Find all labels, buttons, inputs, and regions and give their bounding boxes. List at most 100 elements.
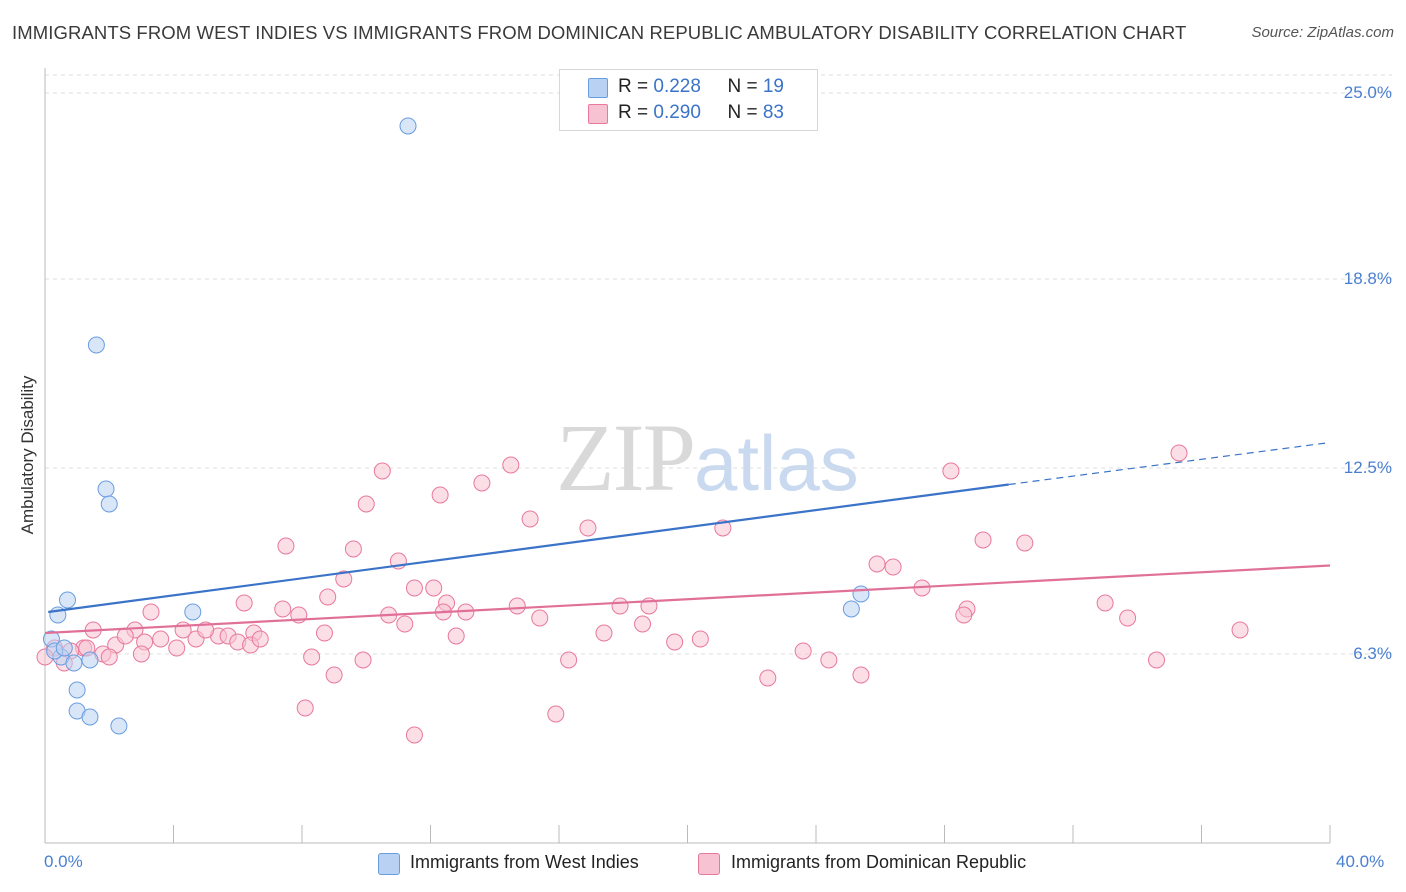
y-tick-label: 18.8%: [1343, 269, 1392, 288]
legend-n-value: 83: [762, 102, 784, 123]
dominican-republic-point: [277, 537, 295, 555]
bottom-legend-west-indies: Immigrants from West Indies: [410, 852, 639, 872]
dominican-republic-point: [611, 597, 629, 615]
west-indies-point: [81, 708, 99, 726]
dominican-republic-point: [502, 456, 520, 474]
dominican-republic-point: [296, 699, 314, 717]
dominican-republic-point: [508, 597, 526, 615]
y-tick-label: 6.3%: [1353, 644, 1392, 663]
watermark: ZIPatlas: [556, 402, 859, 513]
bottom-legend-swatch-west-indies: [378, 853, 400, 875]
dominican-republic-point: [955, 606, 973, 624]
legend-r-label: R =: [618, 102, 654, 123]
trend-lines: [44, 441, 1331, 635]
dominican-republic-point: [473, 474, 491, 492]
legend-r-value: 0.228: [653, 76, 701, 97]
dominican-republic-point: [1119, 609, 1137, 627]
dominican-republic-point: [373, 462, 391, 480]
chart-title: IMMIGRANTS FROM WEST INDIES VS IMMIGRANT…: [12, 22, 1187, 43]
west-indies-trend-line: [48, 483, 1009, 614]
legend-r-label: R =: [618, 76, 654, 97]
watermark-atlas: atlas: [694, 419, 859, 507]
legend-row-west-indies: R = 0.228 N = 19: [618, 76, 784, 98]
west-indies-point: [65, 654, 83, 672]
dominican-republic-point: [1170, 444, 1188, 462]
dominican-republic-point: [132, 645, 150, 663]
legend-r-value: 0.290: [653, 102, 701, 123]
x-tick-max: 40.0%: [1336, 852, 1385, 871]
grid-lines: [45, 74, 1392, 655]
dominican-republic-point: [274, 600, 292, 618]
dominican-republic-point: [325, 666, 343, 684]
dominican-republic-point: [357, 495, 375, 513]
dominican-republic-point: [884, 558, 902, 576]
dominican-republic-point: [100, 648, 118, 666]
y-tick-label: 12.5%: [1343, 458, 1392, 477]
west-indies-point: [68, 681, 86, 699]
dominican-republic-point: [974, 531, 992, 549]
dominican-republic-point: [666, 633, 684, 651]
west-indies-point: [184, 603, 202, 621]
dominican-republic-point: [942, 462, 960, 480]
y-tick-label: 25.0%: [1343, 83, 1392, 102]
dominican-republic-point: [425, 579, 443, 597]
dominican-republic-point: [152, 630, 170, 648]
dominican-republic-point: [547, 705, 565, 723]
dominican-republic-trend-line: [44, 564, 1331, 635]
dominican-republic-point: [691, 630, 709, 648]
west-indies-point: [55, 639, 73, 657]
dominican-republic-point: [303, 648, 321, 666]
dominican-republic-point: [168, 639, 186, 657]
dominican-republic-point: [431, 486, 449, 504]
axes: [44, 68, 1331, 844]
dominican-republic-point: [116, 627, 134, 645]
dominican-republic-point: [531, 609, 549, 627]
dominican-republic-point: [794, 642, 812, 660]
dominican-republic-point: [521, 510, 539, 528]
legend-n-label: N =: [727, 76, 763, 97]
dominican-republic-point: [142, 603, 160, 621]
bottom-legend-swatch-dominican-republic: [698, 853, 720, 875]
west-indies-point: [100, 495, 118, 513]
dominican-republic-point: [595, 624, 613, 642]
legend-n-value: 19: [762, 76, 784, 97]
dominican-republic-point: [405, 726, 423, 744]
dominican-republic-point: [197, 621, 215, 639]
bottom-legend-dominican-republic: Immigrants from Dominican Republic: [731, 852, 1027, 872]
y-axis-label: Ambulatory Disability: [18, 375, 37, 535]
west-indies-point: [87, 336, 105, 354]
legend: R = 0.228 N = 19 R = 0.290 N = 83: [559, 69, 818, 131]
west-indies-point: [842, 600, 860, 618]
west-indies-point: [81, 651, 99, 669]
series-dominican-republic: [36, 444, 1249, 744]
dominican-republic-point: [634, 615, 652, 633]
legend-row-dominican-republic: R = 0.290 N = 83: [618, 102, 784, 124]
west-indies-point: [97, 480, 115, 498]
west-indies-point: [110, 717, 128, 735]
west-indies-point: [852, 585, 870, 603]
dominican-republic-point: [852, 666, 870, 684]
dominican-republic-point: [319, 588, 337, 606]
west-indies-point: [399, 117, 417, 135]
dominican-republic-point: [251, 630, 269, 648]
dominican-republic-point: [1016, 534, 1034, 552]
dominican-republic-point: [335, 570, 353, 588]
dominican-republic-point: [560, 651, 578, 669]
legend-n-label: N =: [727, 102, 763, 123]
dominican-republic-point: [396, 615, 414, 633]
legend-swatch-west-indies: [588, 78, 608, 98]
dominican-republic-point: [405, 579, 423, 597]
source-label: Source: ZipAtlas.com: [1251, 24, 1394, 41]
dominican-republic-point: [759, 669, 777, 687]
west-indies-trend-extension: [1008, 441, 1331, 486]
legend-swatch-dominican-republic: [588, 104, 608, 124]
dominican-republic-point: [344, 540, 362, 558]
dominican-republic-point: [1231, 621, 1249, 639]
dominican-republic-point: [1096, 594, 1114, 612]
dominican-republic-point: [235, 594, 253, 612]
dominican-republic-point: [579, 519, 597, 537]
dominican-republic-point: [447, 627, 465, 645]
dominican-republic-point: [820, 651, 838, 669]
dominican-republic-point: [315, 624, 333, 642]
